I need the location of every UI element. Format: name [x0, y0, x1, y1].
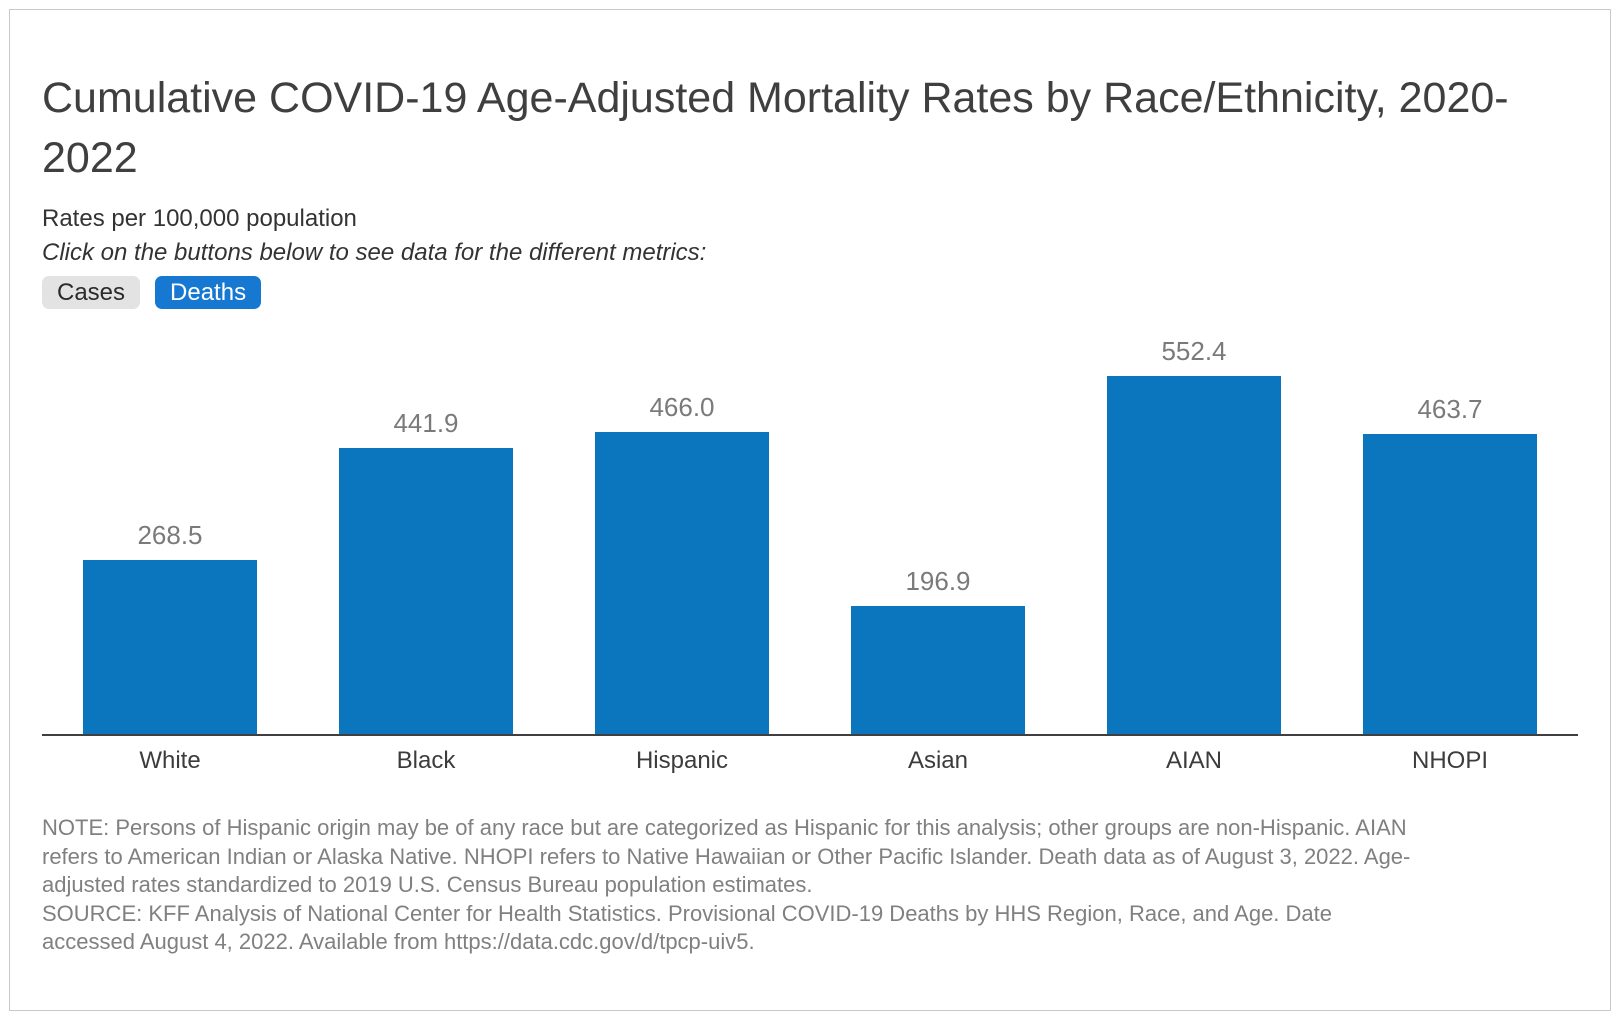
note-text: NOTE: Persons of Hispanic origin may be … — [42, 815, 1411, 897]
chart-column-nhopi: 463.7 — [1322, 394, 1578, 734]
bar-chart: 268.5 441.9 466.0 196.9 552.4 463.7 White Blac… — [42, 331, 1578, 776]
x-axis-label-asian: Asian — [907, 747, 969, 774]
x-axis-label-black: Black — [396, 747, 456, 774]
chart-column-hispanic: 466.0 — [554, 392, 810, 734]
chart-panel: Cumulative COVID-19 Age-Adjusted Mortali… — [9, 9, 1611, 1011]
cases-button[interactable]: Cases — [42, 276, 141, 309]
deaths-button[interactable]: Deaths — [155, 276, 262, 309]
bar-value-label-nhopi: 463.7 — [1417, 394, 1483, 424]
chart-plot: 268.5 441.9 466.0 196.9 552.4 463.7 — [42, 331, 1578, 734]
chart-units-subtitle: Rates per 100,000 population — [42, 205, 357, 232]
x-axis-label-hispanic: Hispanic — [635, 747, 729, 774]
bar-aian[interactable] — [1107, 376, 1281, 734]
metric-instruction-text: Click on the buttons below to see data f… — [42, 239, 707, 266]
chart-column-black: 441.9 — [298, 408, 554, 734]
bar-black[interactable] — [339, 448, 513, 734]
bar-value-label-black: 441.9 — [393, 408, 459, 438]
x-axis-line — [42, 734, 1578, 736]
bar-white[interactable] — [83, 560, 257, 734]
source-text: SOURCE: KFF Analysis of National Center … — [42, 900, 1332, 955]
bar-hispanic[interactable] — [595, 432, 769, 734]
page-title: Cumulative COVID-19 Age-Adjusted Mortali… — [42, 74, 1509, 182]
metric-button-row: Cases Deaths — [42, 276, 1578, 309]
bar-nhopi[interactable] — [1363, 434, 1537, 734]
x-axis-label-white: White — [139, 747, 201, 774]
bar-value-label-hispanic: 466.0 — [649, 392, 715, 422]
x-axis-labels: White Black Hispanic Asian AIAN NHOPI — [42, 746, 1578, 776]
bar-value-label-aian: 552.4 — [1161, 336, 1227, 366]
bar-value-label-asian: 196.9 — [905, 566, 971, 596]
chart-footer: NOTE: Persons of Hispanic origin may be … — [42, 814, 1427, 957]
bar-asian[interactable] — [851, 606, 1025, 734]
bar-value-label-white: 268.5 — [137, 520, 203, 550]
chart-column-asian: 196.9 — [810, 566, 1066, 734]
chart-column-white: 268.5 — [42, 520, 298, 734]
x-axis-label-aian: AIAN — [1165, 747, 1222, 774]
chart-column-aian: 552.4 — [1066, 336, 1322, 734]
x-axis-label-nhopi: NHOPI — [1411, 747, 1488, 774]
